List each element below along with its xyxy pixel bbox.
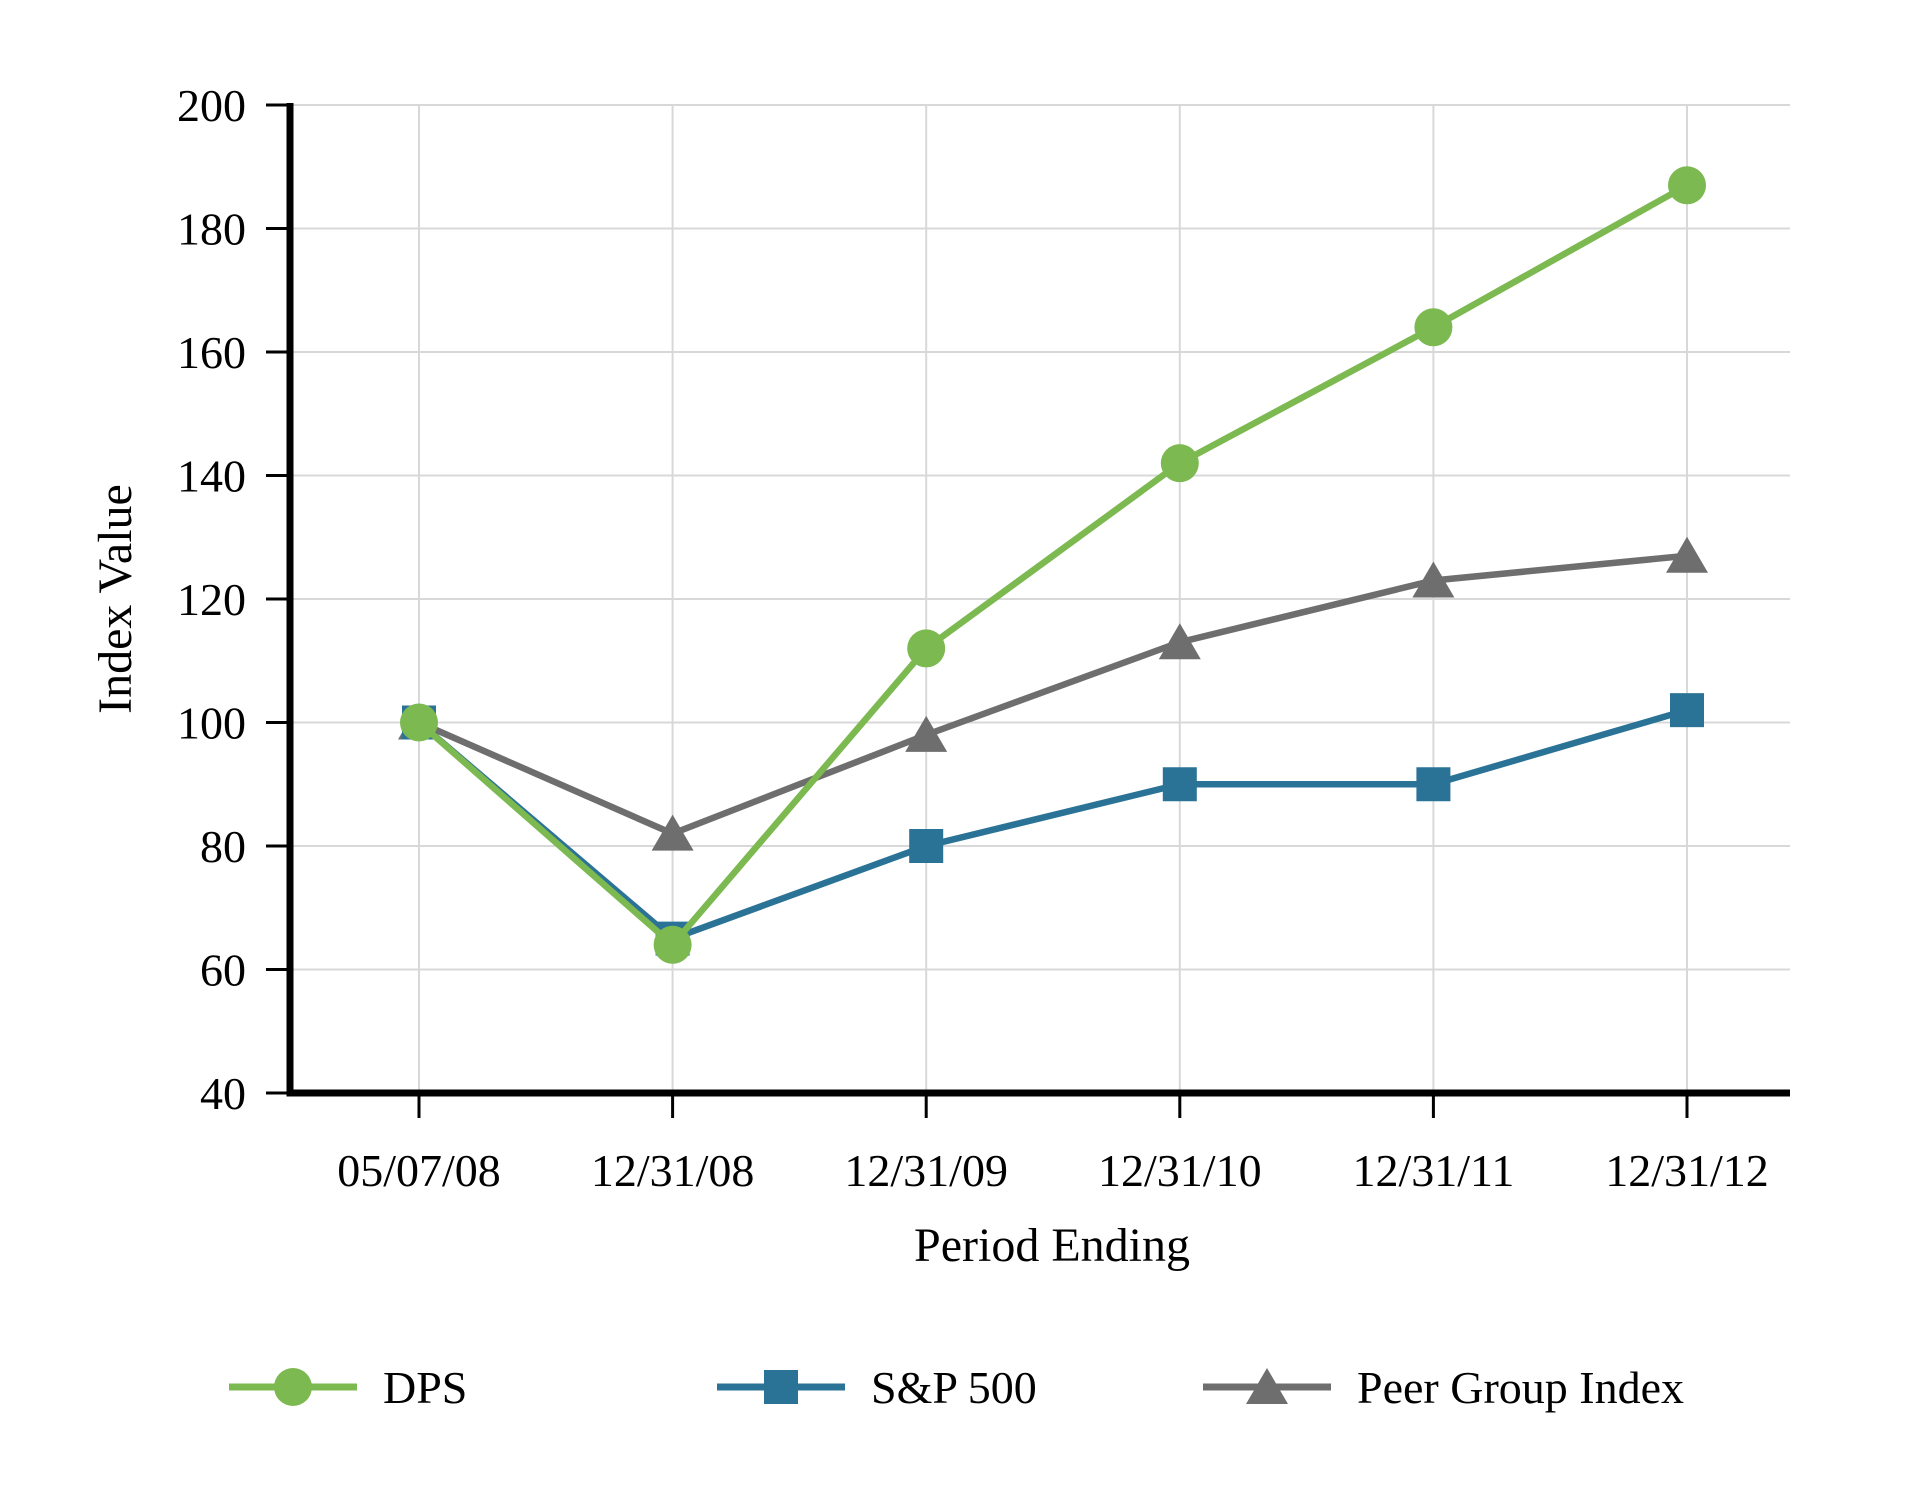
legend-label-peer-group-index: Peer Group Index xyxy=(1357,1361,1685,1413)
circle-marker xyxy=(653,925,692,964)
triangle-legend-marker-icon xyxy=(1203,1368,1331,1404)
x-tick-label: 12/31/09 xyxy=(844,1145,1008,1196)
series-line-s-p-500 xyxy=(416,707,1688,943)
square-marker xyxy=(1416,767,1451,802)
y-tick-label: 140 xyxy=(177,451,246,502)
legend-item-peer-group-index: Peer Group Index xyxy=(1203,1357,1684,1417)
triangle-marker xyxy=(651,814,694,851)
y-tick-label: 160 xyxy=(177,327,246,378)
circle-legend-marker-icon xyxy=(229,1368,357,1406)
y-tick-label: 40 xyxy=(200,1068,246,1119)
legend: DPS S&P 500 Peer Group Index xyxy=(0,1357,1916,1417)
legend-item-s-p-500: S&P 500 xyxy=(717,1357,1037,1417)
triangle-marker xyxy=(1158,623,1201,660)
y-tick-label: 180 xyxy=(177,204,246,255)
series-line-peer-group-index xyxy=(417,552,1688,838)
triangle-marker xyxy=(1412,561,1455,598)
y-axis-title: Index Value xyxy=(89,484,142,714)
series-line-dps xyxy=(416,182,1689,950)
circle-marker xyxy=(907,629,946,668)
square-legend-marker-icon xyxy=(717,1370,845,1404)
y-tick-label: 200 xyxy=(177,80,246,131)
x-axis-title: Period Ending xyxy=(914,1219,1190,1272)
square-marker xyxy=(909,829,944,863)
square-marker xyxy=(1670,693,1704,728)
legend-label-dps: DPS xyxy=(383,1361,468,1413)
y-tick-label: 80 xyxy=(200,821,246,872)
x-tick-label: 12/31/10 xyxy=(1098,1145,1262,1196)
triangle-marker xyxy=(1666,536,1708,573)
series-s-p-500 xyxy=(402,693,1704,956)
y-tick-label: 100 xyxy=(177,698,246,749)
y-tick-label: 120 xyxy=(177,574,246,625)
square-marker xyxy=(764,1370,798,1404)
circle-marker xyxy=(400,703,438,742)
x-tick-label: 12/31/08 xyxy=(591,1145,755,1196)
y-tick-label: 60 xyxy=(200,945,246,996)
x-tick-label: 12/31/11 xyxy=(1352,1145,1514,1196)
triangle-marker xyxy=(1246,1368,1288,1404)
circle-marker xyxy=(1668,166,1706,205)
x-tick-label: 12/31/12 xyxy=(1605,1145,1769,1196)
series-peer-group-index xyxy=(398,536,1708,851)
circle-marker xyxy=(1160,444,1199,483)
legend-item-dps: DPS xyxy=(229,1357,467,1417)
circle-marker xyxy=(1414,308,1453,347)
square-marker xyxy=(1162,767,1197,802)
legend-label-s-p-500: S&P 500 xyxy=(871,1361,1037,1413)
triangle-marker xyxy=(905,715,948,752)
x-tick-label: 05/07/08 xyxy=(337,1145,501,1196)
circle-marker xyxy=(274,1368,312,1406)
series-dps xyxy=(400,166,1706,964)
